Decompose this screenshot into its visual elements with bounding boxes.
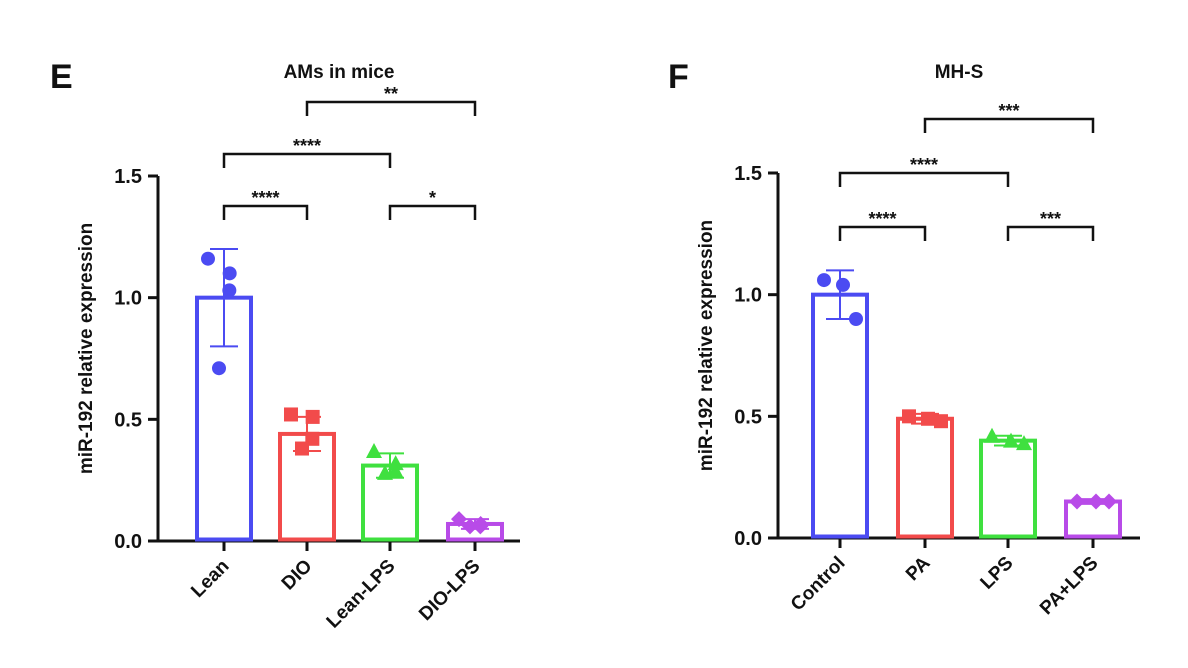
- x-tick-label: Lean: [187, 556, 233, 602]
- y-tick-label: 0.5: [734, 406, 762, 428]
- significance-bracket: [838, 225, 927, 241]
- significance-bracket: [1006, 225, 1095, 241]
- data-point: [305, 409, 320, 424]
- significance-label: ****: [293, 136, 321, 156]
- y-tick-label: 0.0: [114, 531, 142, 553]
- significance-bracket: [388, 204, 477, 220]
- data-point: [284, 407, 298, 422]
- x-tick-label: PA: [902, 552, 935, 585]
- bar: [896, 416, 954, 539]
- x-tick-label: PA+LPS: [1036, 553, 1102, 619]
- significance-label: ****: [868, 209, 896, 229]
- x-tick-label: LPS: [977, 553, 1018, 594]
- significance-bracket: [222, 152, 392, 168]
- data-point: [222, 266, 237, 281]
- data-point: [462, 518, 478, 535]
- data-point: [366, 442, 382, 458]
- significance-label: *: [429, 188, 436, 208]
- significance-label: ****: [910, 155, 938, 175]
- significance-label: **: [384, 84, 398, 104]
- data-point: [1069, 493, 1085, 510]
- x-tick-label: DIO: [278, 556, 317, 595]
- data-point: [201, 251, 215, 266]
- data-point: [817, 273, 831, 288]
- y-axis-label: miR-192 relative expression: [76, 223, 97, 474]
- significance-bracket: [222, 204, 309, 220]
- significance-bracket: [838, 171, 1010, 187]
- chart-title: AMs in mice: [284, 62, 395, 83]
- y-tick-label: 1.5: [734, 163, 762, 185]
- y-tick-label: 1.5: [114, 166, 142, 188]
- data-point: [387, 455, 404, 471]
- significance-bracket: [923, 117, 1095, 133]
- data-point: [472, 518, 489, 535]
- panel-letter: F: [668, 58, 689, 96]
- x-tick-label: DIO-LPS: [415, 556, 484, 625]
- bar: [979, 438, 1037, 539]
- data-point: [849, 312, 863, 326]
- x-tick-label: Control: [787, 553, 850, 616]
- data-point: [377, 464, 393, 480]
- data-point: [836, 277, 850, 292]
- bar: [1064, 499, 1122, 539]
- y-tick-label: 0.0: [734, 528, 762, 550]
- data-point: [1088, 493, 1104, 510]
- data-point: [921, 411, 935, 426]
- panel-letter: E: [50, 58, 73, 96]
- x-tick-label: Lean-LPS: [323, 556, 400, 633]
- significance-label: ****: [251, 188, 279, 208]
- data-point: [1101, 493, 1117, 510]
- y-tick-label: 1.0: [114, 288, 142, 310]
- data-point: [222, 283, 237, 298]
- chart-title: MH-S: [935, 62, 984, 83]
- data-point: [212, 361, 226, 376]
- data-point: [387, 462, 404, 478]
- bar: [811, 292, 869, 539]
- significance-label: ***: [998, 101, 1019, 121]
- data-point: [1003, 432, 1019, 448]
- y-axis-label: miR-192 relative expression: [696, 220, 717, 471]
- data-point: [902, 409, 916, 424]
- data-point: [934, 414, 948, 429]
- data-point: [295, 441, 309, 456]
- y-tick-label: 1.0: [734, 285, 762, 307]
- y-tick-label: 0.5: [114, 409, 142, 431]
- data-point: [1016, 435, 1032, 451]
- significance-bracket: [305, 100, 477, 116]
- significance-label: ***: [1040, 209, 1061, 229]
- data-point: [984, 427, 1000, 443]
- data-point: [451, 511, 467, 528]
